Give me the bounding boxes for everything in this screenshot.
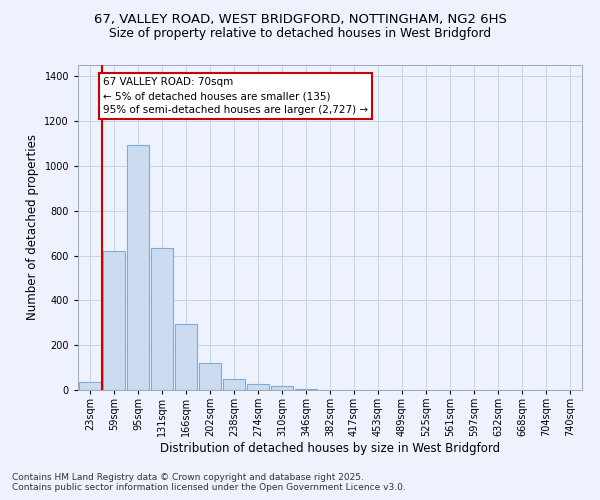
Bar [127, 144, 149, 390]
Bar [103, 251, 125, 390]
X-axis label: Distribution of detached houses by size in West Bridgford: Distribution of detached houses by size … [160, 442, 500, 455]
Text: 67, VALLEY ROAD, WEST BRIDGFORD, NOTTINGHAM, NG2 6HS: 67, VALLEY ROAD, WEST BRIDGFORD, NOTTING… [94, 12, 506, 26]
Text: Contains public sector information licensed under the Open Government Licence v3: Contains public sector information licen… [12, 484, 406, 492]
Bar [271, 386, 293, 390]
Text: 67 VALLEY ROAD: 70sqm
← 5% of detached houses are smaller (135)
95% of semi-deta: 67 VALLEY ROAD: 70sqm ← 5% of detached h… [103, 78, 368, 116]
Bar [79, 382, 101, 390]
Bar [151, 248, 173, 390]
Y-axis label: Number of detached properties: Number of detached properties [26, 134, 39, 320]
Bar [223, 379, 245, 390]
Bar [295, 389, 317, 390]
Bar [247, 384, 269, 390]
Bar [199, 363, 221, 390]
Bar [175, 324, 197, 390]
Text: Size of property relative to detached houses in West Bridgford: Size of property relative to detached ho… [109, 28, 491, 40]
Text: Contains HM Land Registry data © Crown copyright and database right 2025.: Contains HM Land Registry data © Crown c… [12, 474, 364, 482]
